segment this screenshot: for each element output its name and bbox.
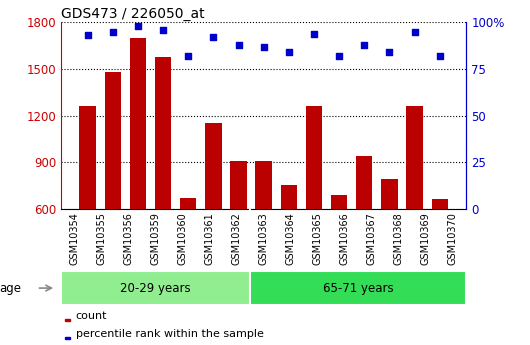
FancyBboxPatch shape (250, 271, 466, 305)
Bar (65, 319, 70, 321)
Text: GSM10370: GSM10370 (448, 212, 458, 265)
Bar (431, 199, 448, 302)
Text: GSM10362: GSM10362 (232, 212, 242, 265)
Text: 20-29 years: 20-29 years (120, 282, 191, 295)
Text: GSM10366: GSM10366 (340, 212, 350, 265)
Text: GSM10369: GSM10369 (421, 212, 431, 265)
Bar (104, 72, 121, 302)
Bar (65, 337, 70, 339)
Text: count: count (76, 312, 108, 322)
Text: GSM10359: GSM10359 (151, 212, 161, 265)
Bar (356, 156, 373, 302)
Bar (80, 106, 96, 302)
Point (134, 23, 142, 29)
Bar (255, 160, 272, 302)
Bar (205, 123, 222, 302)
Point (259, 44, 268, 49)
Point (410, 29, 419, 34)
Text: GSM10354: GSM10354 (69, 212, 80, 265)
Bar (306, 106, 322, 302)
Point (234, 42, 243, 48)
Text: 65-71 years: 65-71 years (323, 282, 394, 295)
Text: GDS473 / 226050_at: GDS473 / 226050_at (61, 7, 205, 21)
Text: GSM10361: GSM10361 (205, 212, 215, 265)
Point (360, 42, 368, 48)
Point (285, 49, 293, 55)
Bar (331, 195, 347, 302)
Bar (155, 57, 171, 302)
Bar (407, 106, 423, 302)
Bar (381, 179, 398, 302)
Bar (180, 198, 197, 302)
Point (436, 53, 444, 59)
Point (184, 53, 192, 59)
Text: age: age (0, 282, 21, 295)
Bar (130, 38, 146, 302)
Point (310, 31, 318, 36)
Point (109, 29, 117, 34)
Text: GSM10365: GSM10365 (313, 212, 323, 265)
Point (335, 53, 343, 59)
Point (209, 34, 218, 40)
Text: percentile rank within the sample: percentile rank within the sample (76, 329, 264, 339)
Point (83, 33, 92, 38)
Text: GSM10356: GSM10356 (123, 212, 134, 265)
Bar (231, 160, 246, 302)
FancyBboxPatch shape (61, 271, 250, 305)
Text: GSM10363: GSM10363 (259, 212, 269, 265)
Text: GSM10360: GSM10360 (178, 212, 188, 265)
Point (385, 49, 394, 55)
Text: GSM10355: GSM10355 (96, 212, 107, 265)
Text: GSM10368: GSM10368 (394, 212, 404, 265)
Bar (281, 185, 297, 302)
Text: GSM10367: GSM10367 (367, 212, 377, 265)
Text: GSM10364: GSM10364 (286, 212, 296, 265)
Point (159, 27, 167, 33)
